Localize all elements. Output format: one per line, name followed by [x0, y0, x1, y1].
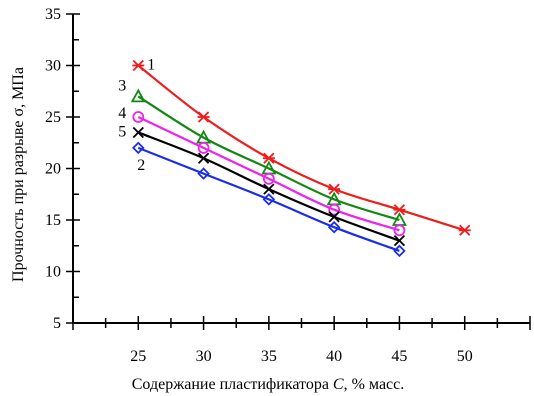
x-tick-label: 40: [326, 348, 342, 365]
series-2: 2: [132, 141, 406, 258]
data-point: [197, 141, 210, 154]
data-point: [197, 152, 210, 164]
data-point: [197, 167, 210, 180]
series-line: [137, 64, 466, 232]
series-1: 1: [132, 57, 471, 236]
data-point: [262, 193, 276, 206]
data-point: [328, 211, 340, 223]
series-label: 1: [147, 57, 155, 74]
data-point: [393, 234, 406, 247]
y-tick-label: 35: [45, 6, 61, 23]
series-label: 4: [118, 105, 126, 122]
y-tick-label: 15: [45, 212, 61, 229]
x-axis-title-variable: C: [333, 376, 344, 393]
y-tick-label: 30: [45, 58, 61, 75]
series-3: 3: [118, 77, 407, 226]
series-label: 2: [137, 157, 145, 174]
y-tick-label: 20: [45, 161, 61, 178]
y-tick-label: 5: [53, 315, 61, 332]
data-point: [327, 220, 341, 234]
series-line: [137, 95, 400, 222]
data-point: [130, 88, 146, 103]
series-label: 3: [118, 77, 126, 94]
x-axis-title: Содержание пластификатора C, % масс.: [132, 376, 405, 393]
x-tick-label: 25: [130, 348, 146, 365]
data-point: [393, 224, 406, 237]
data-point: [132, 59, 145, 72]
x-tick-label: 45: [391, 348, 407, 365]
data-point: [132, 111, 145, 123]
x-tick-label: 50: [457, 348, 473, 365]
data-point: [132, 126, 144, 139]
series-group: 1 3 452: [118, 57, 471, 258]
data-point: [458, 224, 471, 236]
y-tick-label: 25: [45, 109, 61, 126]
series-4: 4: [118, 105, 406, 237]
data-point: [328, 203, 341, 216]
x-axis-title-suffix: , % масс.: [344, 376, 405, 393]
data-point: [393, 244, 406, 258]
data-point: [328, 183, 341, 195]
data-point: [262, 172, 275, 185]
series-line: [137, 146, 400, 252]
series-line: [137, 131, 400, 242]
series-label: 5: [118, 123, 126, 140]
data-point: [393, 204, 406, 216]
data-point: [263, 183, 275, 195]
x-tick-label: 35: [261, 348, 277, 365]
series-line: [137, 116, 400, 232]
y-axis-title: Прочность при разрыве σ, МПа: [10, 67, 27, 282]
data-point: [262, 152, 275, 164]
data-point: [132, 141, 145, 155]
series-5: 5: [118, 123, 406, 247]
x-axis-title-prefix: Содержание пластификатора: [132, 376, 333, 393]
x-tick-label: 30: [196, 348, 212, 365]
data-point: [197, 111, 210, 123]
y-tick-label: 10: [45, 264, 61, 281]
